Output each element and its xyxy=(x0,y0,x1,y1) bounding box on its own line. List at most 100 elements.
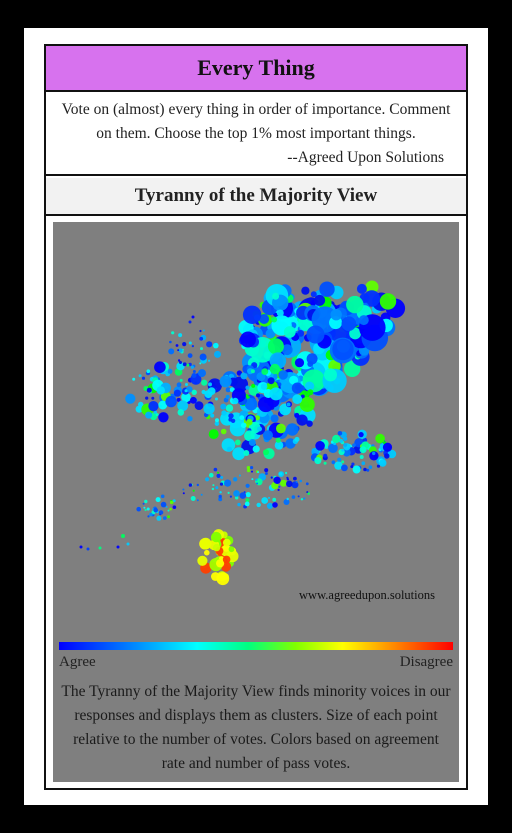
cluster-point xyxy=(179,378,183,382)
cluster-point xyxy=(212,484,215,487)
cluster-point xyxy=(228,417,233,422)
cluster-point xyxy=(267,338,284,355)
cluster-point xyxy=(177,349,180,352)
cluster-point xyxy=(163,516,167,520)
cluster-point xyxy=(265,328,276,339)
cluster-point xyxy=(342,436,348,441)
cluster-point xyxy=(217,471,219,474)
cluster-point xyxy=(170,500,174,505)
cluster-point xyxy=(332,338,354,361)
cluster-scatter[interactable] xyxy=(53,222,459,642)
cluster-point xyxy=(283,499,290,505)
cluster-point xyxy=(341,316,357,331)
cluster-point xyxy=(154,361,166,373)
cluster-point xyxy=(279,472,283,476)
color-scale-bar xyxy=(59,642,453,650)
cluster-point xyxy=(359,455,364,459)
cluster-point xyxy=(211,572,220,581)
cluster-point xyxy=(171,331,175,335)
cluster-point xyxy=(297,495,300,498)
cluster-point xyxy=(270,414,279,423)
cluster-point xyxy=(289,375,299,385)
cluster-point xyxy=(232,447,246,461)
cluster-point xyxy=(315,441,325,451)
cluster-point xyxy=(387,449,397,459)
cluster-point xyxy=(248,439,256,446)
cluster-point xyxy=(334,461,343,470)
cluster-point xyxy=(280,479,287,487)
cluster-point xyxy=(187,353,193,358)
intro-section: Vote on (almost) every thing in order of… xyxy=(46,92,466,176)
cluster-point xyxy=(185,383,188,386)
cluster-point xyxy=(324,368,337,382)
cluster-point xyxy=(145,396,149,400)
cluster-point xyxy=(251,383,256,388)
cluster-point xyxy=(296,414,308,426)
cluster-point xyxy=(188,483,193,487)
cluster-point xyxy=(342,448,351,457)
cluster-point xyxy=(203,403,215,415)
cluster-point xyxy=(199,537,212,550)
cluster-point xyxy=(277,488,280,491)
cluster-point xyxy=(176,382,182,388)
cluster-point xyxy=(276,423,286,434)
cluster-point xyxy=(192,370,196,373)
cluster-point xyxy=(116,545,120,549)
cluster-point xyxy=(225,387,231,393)
cluster-point xyxy=(218,497,223,502)
cluster-point xyxy=(306,353,318,365)
cluster-point xyxy=(306,491,309,494)
cluster-point xyxy=(224,479,232,487)
cluster-point xyxy=(244,501,250,507)
cluster-point xyxy=(349,327,361,340)
cluster-point xyxy=(199,329,202,333)
cluster-point xyxy=(262,430,273,441)
cluster-point xyxy=(177,400,189,412)
cluster-point xyxy=(172,499,176,503)
cluster-point xyxy=(146,369,151,373)
cluster-point xyxy=(245,492,251,498)
page-title: Every Thing xyxy=(46,46,466,92)
cluster-point xyxy=(186,386,193,393)
cluster-point xyxy=(191,315,195,319)
view-title: Tyranny of the Majority View xyxy=(46,178,466,216)
cluster-point xyxy=(261,497,269,504)
cluster-point xyxy=(121,534,125,538)
cluster-point xyxy=(379,293,397,310)
cluster-point xyxy=(278,485,281,488)
cluster-point xyxy=(200,493,203,496)
cluster-point xyxy=(190,496,196,501)
cluster-point xyxy=(138,401,144,408)
cluster-point xyxy=(286,402,291,407)
cluster-point xyxy=(125,393,136,404)
cluster-point xyxy=(145,411,153,419)
cluster-point xyxy=(328,443,338,453)
cluster-point xyxy=(239,415,245,420)
cluster-point xyxy=(250,466,254,470)
cluster-point xyxy=(267,377,275,385)
cluster-point xyxy=(167,368,173,374)
cluster-point xyxy=(229,495,232,498)
cluster-point xyxy=(199,353,207,361)
cluster-point xyxy=(362,437,368,443)
cluster-point xyxy=(257,471,260,474)
cluster-point xyxy=(132,377,136,381)
cluster-point xyxy=(269,363,281,375)
cluster-point xyxy=(269,387,283,401)
cluster-point xyxy=(341,448,345,452)
cluster-panel: www.agreedupon.solutions Agree Disagree … xyxy=(53,222,459,782)
cluster-point xyxy=(165,395,177,408)
cluster-point xyxy=(281,344,293,356)
cluster-point xyxy=(147,515,150,518)
cluster-point xyxy=(251,478,254,481)
cluster-point xyxy=(211,531,222,543)
cluster-point xyxy=(158,412,169,423)
cluster-point xyxy=(252,445,260,453)
cluster-point xyxy=(257,426,262,432)
cluster-point xyxy=(188,320,192,324)
cluster-point xyxy=(270,476,273,479)
cluster-point xyxy=(225,394,230,399)
cluster-point xyxy=(79,545,83,549)
cluster-point xyxy=(191,345,194,348)
cluster-point xyxy=(264,468,269,473)
